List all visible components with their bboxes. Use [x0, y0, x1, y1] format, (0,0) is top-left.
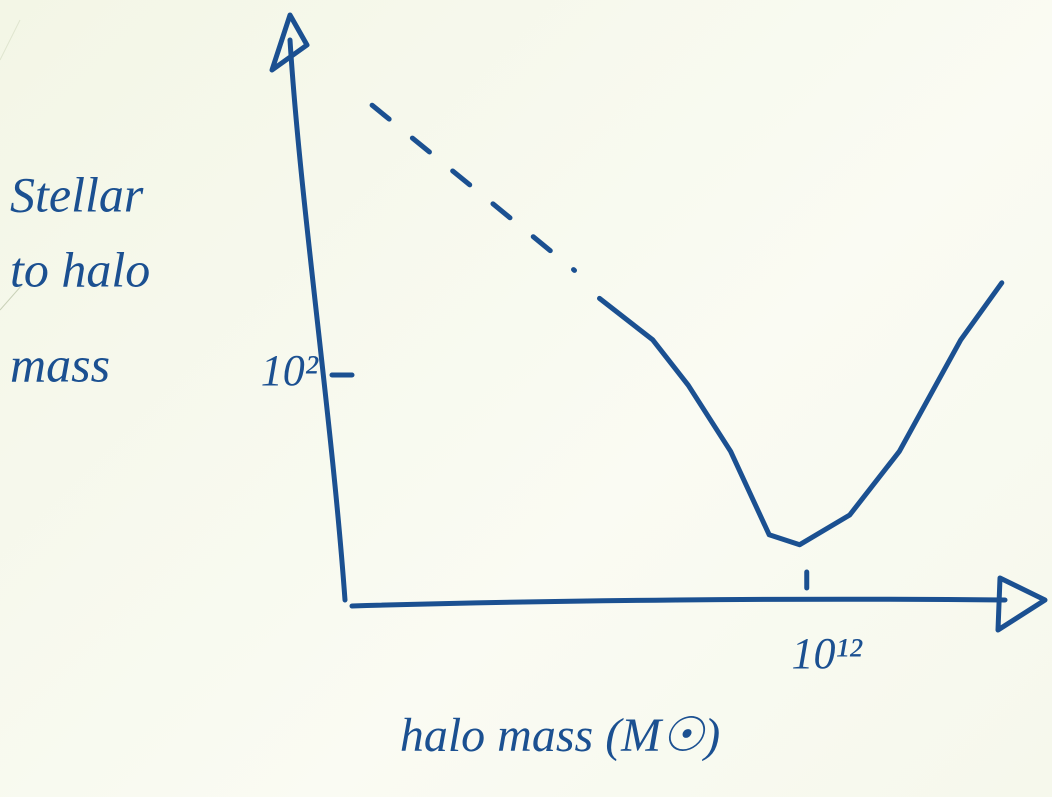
- dashed-line: [369, 102, 577, 273]
- y-axis-label: to halo: [10, 241, 150, 297]
- y-axis-label: mass: [10, 336, 110, 392]
- curve: [597, 280, 1005, 548]
- decor-line: [0, 19, 21, 61]
- y-axis-arrow: [269, 12, 310, 73]
- y-axis-label: Stellar: [10, 166, 144, 222]
- y-axis: [287, 37, 348, 603]
- y-tick-label: 10²: [261, 346, 319, 395]
- x-axis: [349, 596, 1008, 609]
- x-axis-arrow: [995, 575, 1048, 633]
- x-tick-label: 10¹²: [792, 629, 863, 678]
- x-axis-label: halo mass (M☉): [400, 709, 720, 762]
- decor-line: [0, 284, 23, 311]
